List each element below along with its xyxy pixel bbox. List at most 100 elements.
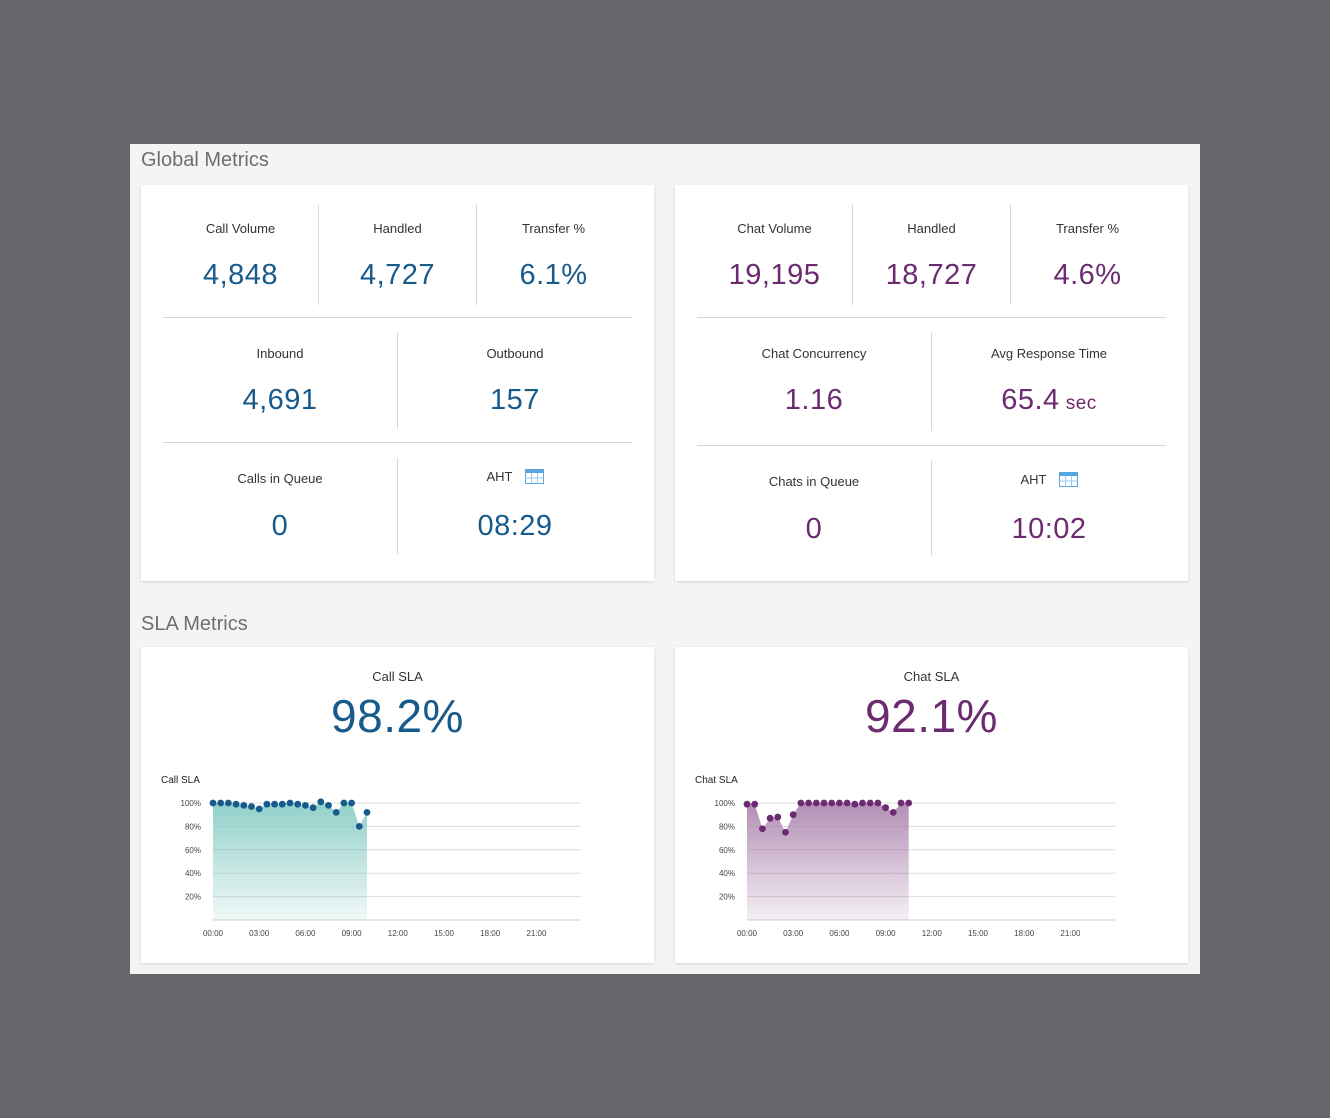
y-tick-label: 60% [719,846,735,855]
y-tick-label: 100% [715,799,735,808]
sla-point[interactable] [294,800,302,808]
sla-point[interactable] [789,811,797,819]
call-outbound-cell: Outbound 157 [398,318,632,443]
avg-response-time-unit: sec [1065,393,1097,414]
sla-point[interactable] [812,799,820,807]
sla-point[interactable] [751,800,759,808]
sla-point[interactable] [240,801,248,809]
call-sla-label: Call SLA [372,669,423,684]
x-tick-label: 12:00 [388,929,409,938]
sla-point[interactable] [766,814,774,822]
call-handled-cell: Handled 4,727 [319,185,476,318]
chat-aht-value: 10:02 [1011,513,1087,545]
chat-handled-value: 18,727 [885,259,978,291]
call-transfer-cell: Transfer % 6.1% [476,185,631,318]
chat-sla-card: Chat SLA 92.1% Chat SLA 20% 40% 60% 80% 100% 0… [675,647,1188,963]
call-handled-value: 4,727 [359,259,436,291]
sla-point[interactable] [851,800,859,808]
y-tick-label: 80% [719,822,735,831]
call-aht-cell: AHT 08:29 [398,443,632,568]
sla-point[interactable] [828,799,836,807]
call-volume-cell: Call Volume 4,848 [163,185,318,318]
sla-area [213,801,367,920]
sla-point[interactable] [248,803,255,810]
x-tick-label: 21:00 [1060,929,1081,938]
x-tick-label: 12:00 [922,929,943,938]
call-sla-value: 98.2% [331,690,464,742]
avg-response-time-label: Avg Response Time [990,346,1108,361]
sla-point[interactable] [278,800,286,808]
sla-point[interactable] [843,799,851,807]
x-tick-label: 15:00 [968,929,989,938]
chat-volume-value: 19,195 [728,259,821,291]
sla-point[interactable] [209,799,217,807]
sla-point[interactable] [866,799,874,807]
sla-point[interactable] [797,799,805,807]
sla-point[interactable] [271,800,278,808]
sla-point[interactable] [286,799,294,807]
sla-point[interactable] [889,808,897,816]
sla-metrics-title: SLA Metrics [141,613,248,635]
chart-title: Chat SLA [695,775,738,786]
y-tick-label: 40% [185,869,201,878]
call-inbound-cell: Inbound 4,691 [163,318,397,443]
sla-point[interactable] [309,804,317,812]
sla-point[interactable] [820,799,828,807]
sla-point[interactable] [859,799,866,807]
calendar-icon[interactable] [524,469,544,487]
chat-transfer-label: Transfer % [1055,221,1120,236]
sla-point[interactable] [340,799,348,807]
sla-point[interactable] [302,801,309,809]
call-volume-value: 4,848 [202,259,279,291]
sla-point[interactable] [836,799,843,807]
calls-in-queue-label: Calls in Queue [237,471,323,486]
chat-concurrency-cell: Chat Concurrency 1.16 [697,318,931,445]
call-outbound-label: Outbound [486,346,544,361]
chats-in-queue-value: 0 [805,513,823,545]
sla-point[interactable] [332,808,340,816]
chat-transfer-cell: Transfer % 4.6% [1010,185,1165,318]
sla-point[interactable] [363,808,371,816]
sla-point[interactable] [874,799,882,807]
call-aht-value: 08:29 [477,510,553,542]
call-inbound-label: Inbound [256,346,304,361]
calls-in-queue-value: 0 [271,510,289,542]
sla-point[interactable] [897,799,905,807]
sla-point[interactable] [232,800,240,808]
chat-aht-cell: AHT 10:02 [932,446,1166,571]
x-tick-label: 06:00 [295,929,316,938]
chat-handled-label: Handled [907,221,956,236]
sla-point[interactable] [225,799,232,807]
chat-metrics-card: Chat Volume 19,195 Handled 18,727 Transf… [675,185,1188,581]
sla-point[interactable] [325,801,332,809]
chat-handled-cell: Handled 18,727 [853,185,1010,318]
sla-point[interactable] [263,800,271,808]
y-tick-label: 80% [185,822,201,831]
sla-point[interactable] [805,799,812,807]
x-tick-label: 09:00 [876,929,897,938]
chat-aht-label: AHT [1020,472,1047,487]
sla-point[interactable] [905,799,913,807]
x-tick-label: 18:00 [1014,929,1035,938]
avg-response-time-cell: Avg Response Time 65.4 sec [932,318,1166,445]
calendar-icon[interactable] [1058,472,1078,490]
x-tick-label: 00:00 [203,929,224,938]
chart-title: Call SLA [161,775,200,786]
sla-point[interactable] [743,800,751,808]
x-tick-label: 00:00 [737,929,758,938]
y-tick-label: 100% [181,799,201,808]
sla-point[interactable] [782,828,789,836]
sla-point[interactable] [355,823,363,830]
sla-point[interactable] [759,825,766,833]
sla-point[interactable] [317,798,325,806]
sla-point[interactable] [882,804,889,812]
y-tick-label: 20% [719,893,735,902]
call-transfer-value: 6.1% [519,259,588,291]
global-metrics-title: Global Metrics [141,149,269,171]
sla-point[interactable] [348,799,355,807]
y-tick-label: 20% [185,893,201,902]
sla-point[interactable] [217,799,225,807]
sla-point[interactable] [774,813,782,821]
sla-point[interactable] [255,805,263,813]
dashboard: Global Metrics Call Volume 4,848 Handled… [130,144,1200,974]
